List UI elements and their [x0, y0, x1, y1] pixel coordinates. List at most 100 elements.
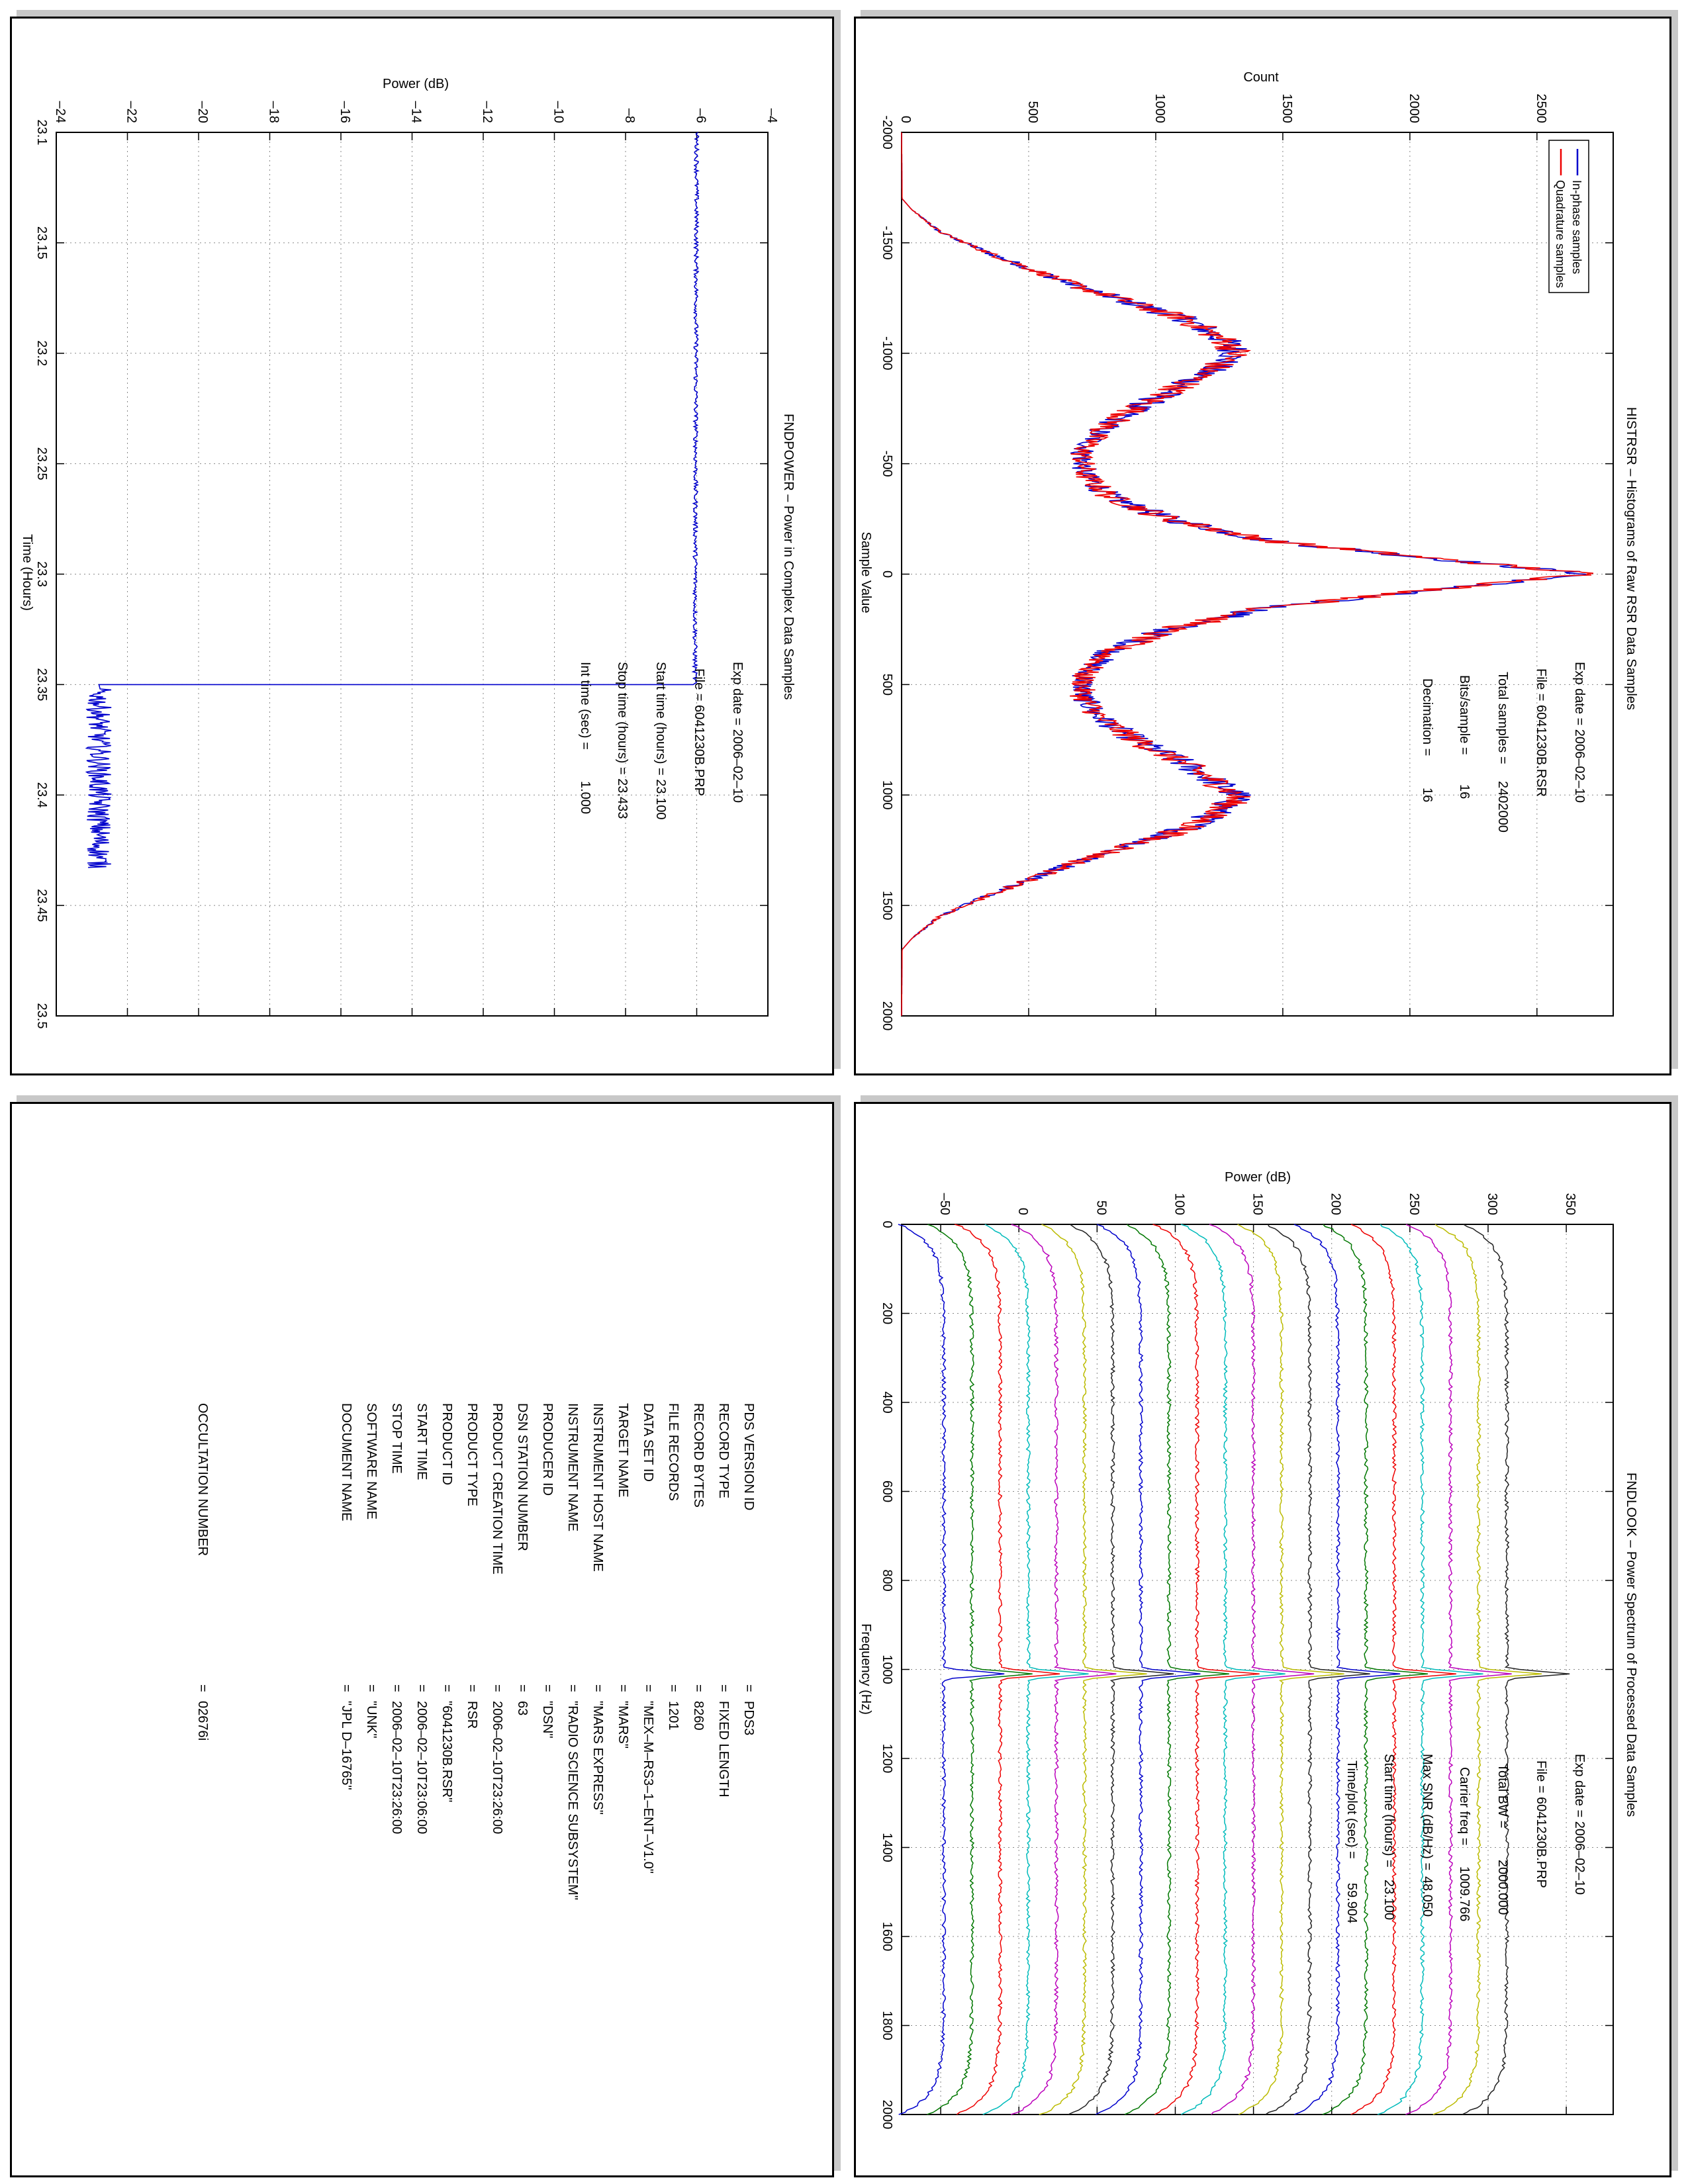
histrsr-x-tick-label: -1000: [880, 336, 894, 370]
fndlook-total-bw-label: Total BW =: [1495, 1764, 1510, 1828]
fndlook-ylabel: Power (dB): [1225, 1170, 1291, 1185]
label-equals: =: [195, 1684, 210, 1692]
fndpower-x-tick-label: 23.15: [34, 226, 49, 259]
fndpower-y-tick-label: –16: [338, 101, 352, 123]
fndlook-exp-date: Exp date = 2006–02–10: [1572, 1754, 1587, 1895]
panel-histrsr: [854, 17, 1671, 1075]
fndpower-y-tick-label: –6: [694, 109, 708, 123]
label-equals: =: [515, 1684, 530, 1692]
label-equals: =: [389, 1684, 404, 1692]
fndpower-y-tick-label: –10: [551, 101, 566, 123]
label-equals: =: [440, 1684, 454, 1692]
histrsr-exp-date: Exp date = 2006–02–10: [1572, 662, 1587, 803]
label-equals: =: [741, 1684, 756, 1692]
fndlook-series-7: [1068, 1224, 1174, 2115]
fndpower-y-tick-label: –22: [124, 101, 139, 123]
histrsr-legend-box: [1548, 140, 1589, 293]
fndpower-start-time: Start time (hours) = 23.100: [653, 662, 668, 819]
fndpower-int-time: 1.000: [578, 781, 592, 814]
fndlook-x-tick-label: 400: [880, 1391, 894, 1413]
label-equals: =: [414, 1684, 429, 1692]
label-equals: =: [616, 1684, 630, 1692]
label-key: PDS VERSION ID: [741, 1403, 756, 1510]
fndpower-series-power: [85, 132, 700, 868]
histrsr-chart: -2000 -1500 -1000 -500 0 500 1000 1500 2000 0 500 1…: [859, 70, 1638, 1030]
label-key: START TIME: [414, 1403, 429, 1480]
fndpower-y-tick-label: –20: [195, 101, 210, 123]
fndlook-ticks: 0200400600800100012001400160018002000–50…: [880, 1193, 1613, 2130]
label-value: 63: [515, 1701, 530, 1715]
label-key: PRODUCT ID: [440, 1403, 454, 1485]
label-key: RECORD BYTES: [691, 1403, 706, 1508]
histrsr-x-tick-label: 0: [880, 570, 894, 578]
histrsr-series: [901, 132, 1594, 1016]
fndpower-chart: 23.1 23.15 23.2 23.25 23.3 23.35 23.4 23.45 23.5…: [20, 77, 796, 1028]
fndlook-start-time-label: Start time (hours) =: [1382, 1754, 1396, 1868]
fndlook-y-tick-label: 350: [1563, 1193, 1577, 1215]
label-equals: =: [565, 1684, 580, 1692]
histrsr-bits: 16: [1457, 784, 1472, 799]
fndpower-grid: [56, 132, 768, 1016]
fndlook-total-bw: 2000.000: [1495, 1860, 1510, 1915]
fndlook-series-9: [1124, 1224, 1229, 2115]
histrsr-y-tick-label: 0: [898, 116, 913, 123]
label-value: "MARS EXPRESS": [590, 1701, 605, 1815]
histrsr-ticks: -2000 -1500 -1000 -500 0 500 1000 1500 2000 0 500 1…: [880, 94, 1613, 1030]
fndlook-series-17: [1350, 1224, 1456, 2115]
fndlook-x-tick-label: 1200: [880, 1744, 894, 1774]
label-equals: =: [364, 1684, 379, 1692]
label-value: 2006–02–10T23:06:00: [414, 1701, 429, 1834]
label-equals: =: [339, 1684, 353, 1692]
fndlook-carrier-freq-label: Carrier freq =: [1457, 1767, 1472, 1845]
fndpower-stop-time: Stop time (hours) = 23.433: [615, 662, 630, 819]
histrsr-x-tick-label: 1500: [880, 891, 894, 921]
label-key: RECORD TYPE: [716, 1403, 731, 1498]
fndlook-y-tick-label: –50: [937, 1193, 952, 1215]
label-key: PRODUCT TYPE: [465, 1403, 479, 1506]
fndlook-x-tick-label: 2000: [880, 2100, 894, 2130]
fndpower-x-tick-label: 23.4: [34, 782, 49, 808]
fndpower-ticks: 23.1 23.15 23.2 23.25 23.3 23.35 23.4 23.45 23.5…: [34, 101, 779, 1029]
label-value: "UNK": [364, 1701, 379, 1738]
fndlook-grid: [902, 1224, 1613, 2115]
label-value: "MARS": [616, 1701, 630, 1749]
label-equals: =: [691, 1684, 706, 1692]
fndlook-time-plot: 59.904: [1344, 1883, 1359, 1923]
fndpower-exp-date: Exp date = 2006–02–10: [730, 662, 745, 803]
histrsr-xlabel: Sample Value: [859, 531, 873, 613]
fndlook-xlabel: Frequency (Hz): [859, 1623, 873, 1715]
label-key: DOCUMENT NAME: [339, 1403, 353, 1522]
fndpower-y-tick-label: –18: [267, 101, 281, 123]
fndlook-x-tick-label: 1000: [880, 1655, 894, 1684]
label-value: "JPL D–16765": [339, 1701, 353, 1790]
legend-label-inphase: In-phase samples: [1570, 180, 1583, 274]
fndlook-max-snr-label: Max SNR (dB/Hz) =: [1420, 1754, 1434, 1870]
fndlook-y-tick-label: 300: [1485, 1193, 1499, 1215]
label-key: SOFTWARE NAME: [364, 1403, 379, 1520]
fndlook-title: FNDLOOK – Power Spectrum of Processed Da…: [1624, 1473, 1638, 1817]
fndlook-series-14: [1265, 1224, 1370, 2115]
label-key: DATA SET ID: [641, 1403, 655, 1482]
label-value: FIXED LENGTH: [716, 1701, 731, 1797]
label-equals: =: [540, 1684, 555, 1692]
fndpower-title: FNDPOWER – Power in Complex Data Samples: [781, 414, 796, 700]
label-value: "DSN": [540, 1701, 555, 1738]
fndlook-series-4: [982, 1224, 1089, 2115]
fndpower-y-tick-label: –12: [480, 101, 494, 123]
fndpower-x-tick-label: 23.2: [34, 340, 49, 366]
fndlook-series-3: [954, 1224, 1060, 2115]
label-equals: =: [590, 1684, 605, 1692]
label-key: INSTRUMENT NAME: [565, 1403, 580, 1531]
histrsr-title: HISTRSR – Histograms of Raw RSR Data Sam…: [1624, 407, 1638, 710]
fndlook-series-20: [1432, 1224, 1542, 2115]
fndlook-series-15: [1293, 1224, 1401, 2115]
fndlook-y-tick-label: 50: [1094, 1201, 1108, 1215]
fndlook-x-tick-label: 1800: [880, 2011, 894, 2040]
panel-label: [10, 1102, 834, 2177]
label-value: "6041230B.RSR": [440, 1701, 454, 1802]
histrsr-grid: [902, 132, 1613, 1016]
panel-fndlook: [854, 1102, 1671, 2177]
label-value: 2006–02–10T23:26:00: [490, 1701, 504, 1834]
label-value: "RADIO SCIENCE SUBSYSTEM": [565, 1701, 580, 1900]
